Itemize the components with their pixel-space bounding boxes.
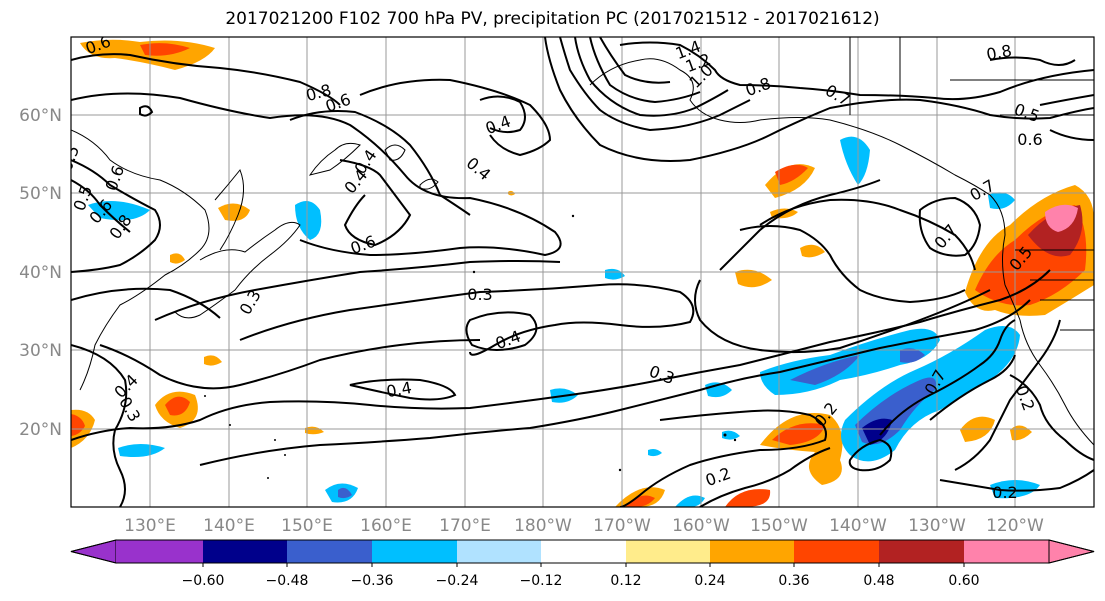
precip-area [625, 495, 655, 507]
precip-negative-areas [88, 136, 1040, 507]
colorbar-tick-label: −0.12 [520, 573, 563, 589]
pv-contours [71, 37, 1094, 507]
contour-label: 0.4 [110, 370, 141, 401]
precip-area [165, 396, 190, 416]
colorbar-tick-label: 0.12 [610, 573, 641, 589]
islands [204, 214, 737, 479]
colorbar-tick-label: −0.24 [436, 573, 479, 589]
precip-area [988, 192, 1015, 209]
contour-label: 0.8 [985, 41, 1013, 64]
contour-label: 0.4 [385, 378, 413, 401]
longitude-label: 130°W [908, 516, 966, 536]
contour-label: 0.7 [930, 221, 961, 253]
contour-label: 0.2 [992, 483, 1017, 502]
precip-area [295, 201, 322, 240]
longitude-label: 140°E [203, 516, 255, 536]
latitude-label: 40°N [19, 263, 62, 283]
longitude-labels: 130°E 140°E 150°E 160°E 170°E 180°W 170°W 160°W… [124, 516, 1044, 536]
precip-area [722, 430, 740, 440]
contour-label: 0.8 [743, 74, 773, 101]
contour-label: 0.4 [493, 327, 523, 354]
colorbar [70, 539, 1095, 564]
latitude-label: 50°N [19, 184, 62, 204]
colorbar-tick-label: −0.60 [182, 573, 225, 589]
contour-label: 0.2 [703, 464, 733, 491]
precip-area [204, 355, 222, 366]
precip-area [118, 444, 165, 457]
colorbar-segment [457, 540, 541, 563]
contour-label: 0.5 [57, 143, 84, 173]
precip-area [305, 426, 324, 435]
colorbar-segment [626, 540, 710, 563]
precip-area [900, 348, 925, 363]
colorbar-segment [116, 540, 203, 563]
precip-area [648, 449, 662, 457]
colorbar-extend-high [1048, 539, 1095, 564]
precip-area [88, 201, 150, 221]
colorbar-segment [879, 540, 964, 563]
coastlines [71, 37, 1094, 446]
colorbar-segment [964, 540, 1049, 563]
longitude-label: 150°W [750, 516, 808, 536]
longitude-label: 150°E [281, 516, 333, 536]
longitude-label: 160°E [360, 516, 412, 536]
latitude-label: 30°N [19, 341, 62, 361]
colorbar-tick-label: 0.48 [863, 573, 894, 589]
contour-label: 0.3 [647, 362, 677, 389]
contour-label: 0.4 [463, 153, 495, 184]
precip-area [800, 244, 825, 258]
precip-area [840, 136, 870, 185]
precip-area [790, 355, 860, 385]
precip-area [1045, 204, 1078, 232]
contour-label: 0.3 [236, 286, 265, 318]
precip-area [735, 269, 772, 288]
colorbar-segment [372, 540, 457, 563]
precip-area [338, 487, 352, 499]
longitude-label: 170°E [439, 516, 491, 536]
colorbar-extend-low [70, 539, 117, 564]
precip-area [140, 43, 190, 56]
colorbar-segment [203, 540, 287, 563]
precip-area [170, 253, 185, 264]
longitude-label: 180°W [514, 516, 572, 536]
colorbar-tick-label: −0.48 [266, 573, 309, 589]
latitude-labels: 60°N 50°N 40°N 30°N 20°N [19, 106, 62, 440]
contour-label: 0.6 [1017, 130, 1042, 149]
contour-label: 0.2 [1012, 383, 1039, 413]
contour-label: 0.4 [483, 112, 513, 139]
longitude-label: 130°E [124, 516, 176, 536]
colorbar-segment [287, 540, 372, 563]
figure-title: 2017021200 F102 700 hPa PV, precipitatio… [225, 9, 880, 29]
precip-area [725, 489, 771, 507]
longitude-label: 120°W [986, 516, 1044, 536]
colorbar-segment [794, 540, 879, 563]
contour-label: 0.5 [1012, 100, 1042, 127]
precip-area [675, 495, 705, 507]
latitude-label: 60°N [19, 106, 62, 126]
colorbar-tick-label: 0.60 [948, 573, 979, 589]
longitude-label: 140°W [829, 516, 887, 536]
graticule [71, 37, 1094, 507]
map-frame [70, 36, 1095, 508]
map-body: 0.6 1.41.21.0 0.80.80.70.80.60.40.50.60.60… [57, 37, 1094, 507]
contour-label: 0.3 [467, 285, 492, 304]
contour-label: 0.6 [102, 163, 129, 193]
colorbar-tick-label: −0.36 [351, 573, 394, 589]
longitude-label: 160°W [672, 516, 730, 536]
precip-area [1010, 425, 1032, 441]
precip-area [862, 418, 892, 445]
longitude-label: 170°W [593, 516, 651, 536]
colorbar-tick-labels: −0.60 −0.48 −0.36 −0.24 −0.12 0.12 0.24 0.36 0.4… [182, 563, 980, 589]
colorbar-segment [541, 540, 626, 563]
precip-area [218, 203, 250, 221]
colorbar-segment [710, 540, 794, 563]
colorbar-outline [70, 539, 1095, 564]
colorbar-tick-label: 0.24 [694, 573, 725, 589]
precip-area [71, 414, 85, 436]
latitude-label: 20°N [19, 420, 62, 440]
colorbar-tick-label: 0.36 [778, 573, 809, 589]
precip-area [775, 164, 808, 185]
